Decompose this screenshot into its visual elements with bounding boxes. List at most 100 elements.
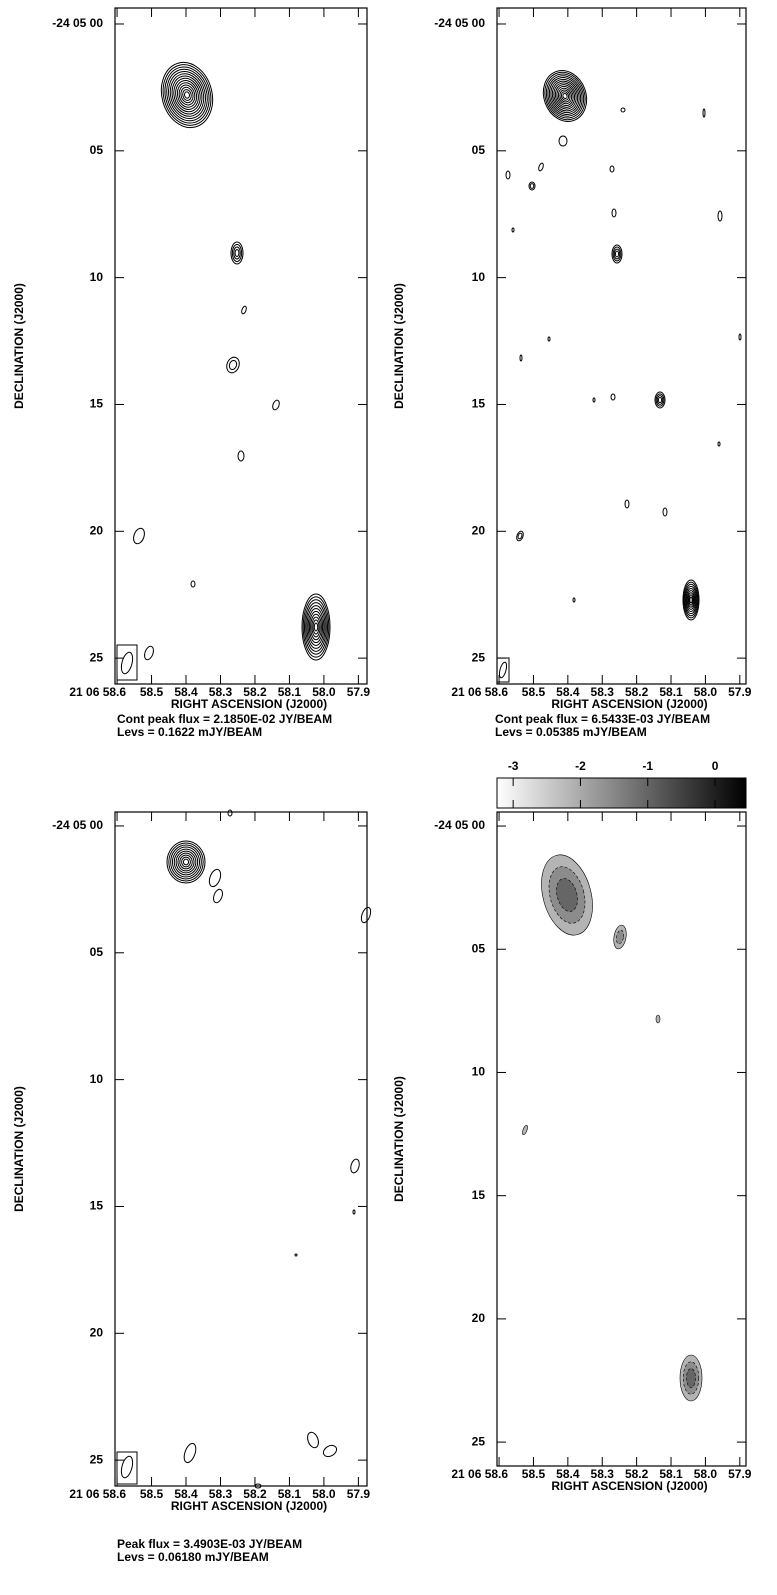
x-tick-label: 58.2 [625,685,649,699]
contour [616,929,624,945]
beam-box [116,1451,138,1485]
beam [120,651,134,675]
y-tick-label: 25 [90,1452,104,1466]
contour [687,592,695,608]
contour [294,1253,298,1257]
contour [170,844,202,880]
x-tick-label: 21 06 58.6 [451,1467,508,1481]
contour [227,809,233,817]
x-tick-label: 58.3 [591,1467,615,1481]
x-tick-label: 21 06 58.6 [69,1487,126,1501]
x-tick-label: 58.4 [556,685,580,699]
frame [496,7,747,685]
y-axis-label: DECLINATION (J2000) [12,283,26,409]
x-tick-label: 58.5 [522,685,546,699]
contour [505,170,511,180]
beam [120,1455,134,1479]
colorbar-tick-label: -3 [508,759,519,773]
beam-box [116,644,138,681]
contour [307,1431,319,1449]
contour [738,333,742,341]
contour [352,1209,356,1215]
contour [175,850,197,874]
contour [183,1442,197,1464]
contour [655,1014,661,1024]
y-tick-label: 10 [472,270,486,284]
contour [559,89,571,103]
colorbar-tick-label: -2 [575,759,586,773]
annotation: Levs = 0.06180 mJY/BEAM [117,1550,269,1564]
contour [511,227,515,233]
x-tick-label: 58.1 [278,685,302,699]
contour [528,181,536,191]
contour [613,248,621,260]
y-tick-label: 05 [472,143,486,157]
contour [702,108,706,118]
contour [160,61,214,129]
contour [350,1158,360,1174]
contour [310,613,322,641]
contour [553,82,577,110]
contour [542,70,588,122]
y-tick-label: 20 [90,523,104,537]
y-tick-label: 25 [90,650,104,664]
contour [572,597,576,603]
contour [562,93,568,99]
contour [558,135,568,147]
contour [312,619,320,635]
x-tick-label: 58.4 [174,685,198,699]
contour [179,854,193,870]
contour [554,84,576,108]
contour [168,71,206,119]
x-tick-label: 58.4 [174,1487,198,1501]
x-tick-label: 58.0 [312,1487,336,1501]
contour [557,87,573,105]
contour [162,64,212,126]
x-axis-label: RIGHT ASCENSION (J2000) [551,697,707,711]
y-tick-label: 20 [90,1325,104,1339]
x-tick-label: 58.3 [209,1487,233,1501]
contour [556,85,574,107]
contour [550,78,580,114]
x-axis-label: RIGHT ASCENSION (J2000) [171,697,327,711]
contour [547,336,551,342]
contour [683,581,699,619]
contour [178,84,196,106]
contour [614,250,620,258]
x-axis-label: RIGHT ASCENSION (J2000) [551,1479,707,1493]
contour [717,441,721,447]
colorbar-tick-label: -1 [642,759,653,773]
contour [226,356,240,374]
contour [522,1124,528,1136]
x-tick-label: 58.0 [694,685,718,699]
x-tick-label: 58.3 [209,685,233,699]
x-tick-label: 58.1 [659,685,683,699]
contour [517,532,523,540]
contour [322,1444,338,1458]
contour [654,391,666,409]
contour [181,856,191,868]
contour [611,208,617,218]
frame [496,811,747,1467]
contour [689,596,693,604]
contour [241,305,247,315]
y-axis-label: DECLINATION (J2000) [392,1076,406,1202]
contour [688,594,694,606]
contour [360,906,372,924]
x-tick-label: 58.1 [659,1467,683,1481]
x-tick-label: 58.1 [278,1487,302,1501]
contour [686,590,696,610]
contour [166,840,206,884]
contour [609,165,615,173]
y-tick-label: 05 [90,143,104,157]
contour [682,579,700,621]
contour [213,888,223,904]
contour [684,583,698,617]
contour [656,395,664,405]
contour [529,183,535,189]
contour [545,73,585,119]
colorbar-tick-label: 0 [712,759,719,773]
panel: -24 05 00 05 10 15 20 25 21 06 58.6 58.5 58.4 58.… [12,809,372,1564]
